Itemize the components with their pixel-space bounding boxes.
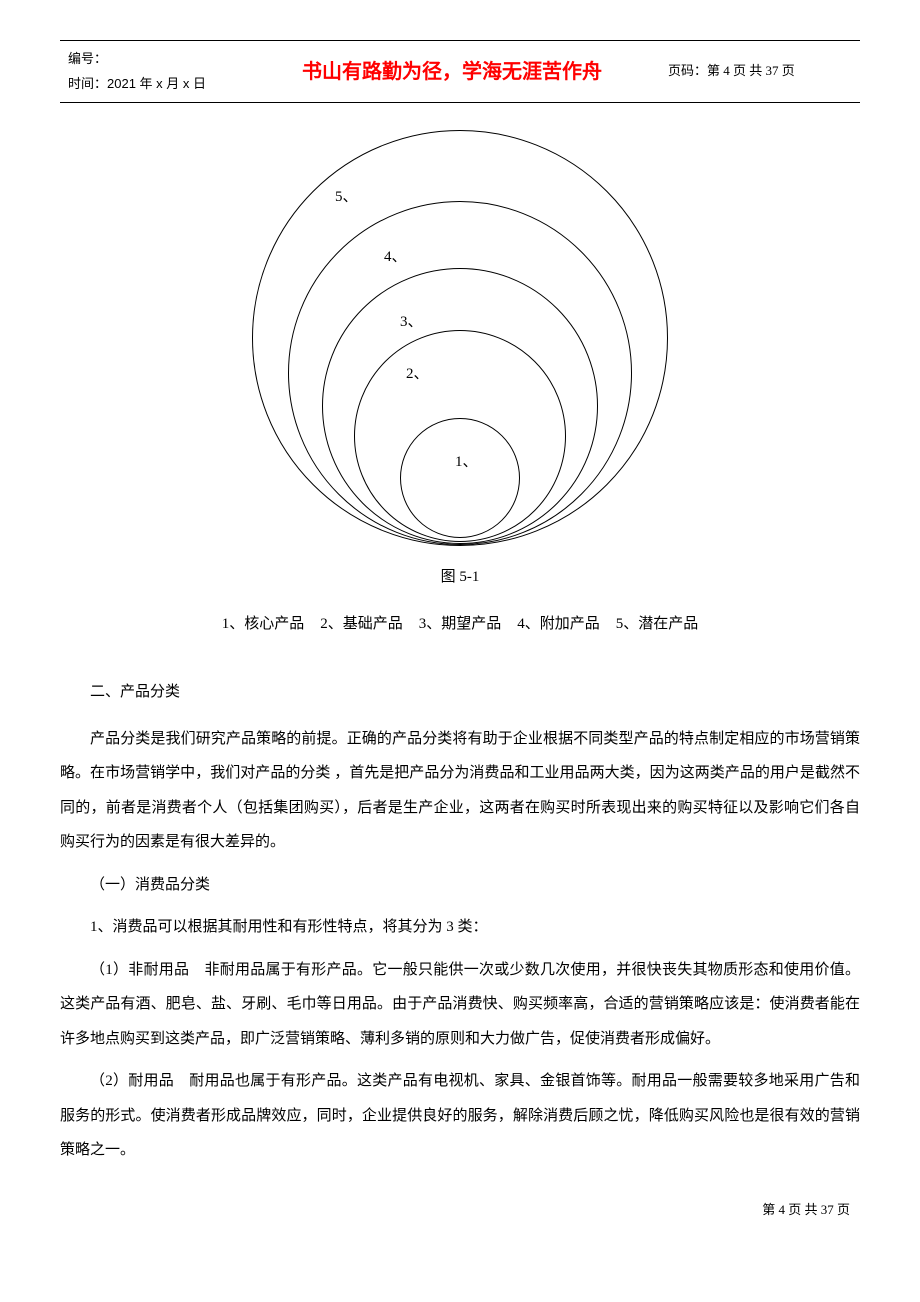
- document-header: 编号： 时间：2021 年 x 月 x 日 书山有路勤为径，学海无涯苦作舟 页码…: [60, 40, 860, 103]
- header-motto: 书山有路勤为径，学海无涯苦作舟: [244, 41, 660, 103]
- header-page: 页码：第 4 页 共 37 页: [660, 41, 860, 103]
- doc-id-label: 编号：: [68, 47, 236, 72]
- section-2-title: 二、产品分类: [60, 678, 860, 707]
- doc-time-label: 时间：2021 年 x 月 x 日: [68, 72, 236, 97]
- diagram-circle-label: 1、: [455, 448, 478, 477]
- legend-item: 4、附加产品: [517, 616, 600, 632]
- body-paragraph: （2）耐用品 耐用品也属于有形产品。这类产品有电视机、家具、金银首饰等。耐用品一…: [60, 1064, 860, 1168]
- diagram-circle-label: 4、: [384, 243, 407, 272]
- legend-item: 2、基础产品: [320, 616, 403, 632]
- legend-item: 5、潜在产品: [616, 616, 699, 632]
- diagram-circle-label: 2、: [406, 360, 429, 389]
- subsection-1-title: （一）消费品分类: [60, 868, 860, 903]
- body-paragraph: （1）非耐用品 非耐用品属于有形产品。它一般只能供一次或少数几次使用，并很快丧失…: [60, 953, 860, 1057]
- diagram-circle-1: [400, 418, 520, 538]
- figure-legend: 1、核心产品 2、基础产品 3、期望产品 4、附加产品 5、潜在产品: [60, 610, 860, 639]
- diagram-circle-label: 3、: [400, 308, 423, 337]
- legend-item: 3、期望产品: [419, 616, 502, 632]
- footer-page-number: 第 4 页 共 37 页: [60, 1198, 860, 1223]
- diagram-circle-label: 5、: [335, 183, 358, 212]
- legend-item: 1、核心产品: [222, 616, 305, 632]
- concentric-circles-diagram: 5、 4、 3、 2、 1、: [230, 128, 690, 548]
- body-paragraph: 1、消费品可以根据其耐用性和有形性特点，将其分为 3 类：: [60, 910, 860, 945]
- body-paragraph: 产品分类是我们研究产品策略的前提。正确的产品分类将有助于企业根据不同类型产品的特…: [60, 722, 860, 860]
- motto-text: 书山有路勤为径，学海无涯苦作舟: [302, 61, 602, 83]
- figure-caption: 图 5-1: [60, 563, 860, 592]
- header-meta: 编号： 时间：2021 年 x 月 x 日: [60, 41, 244, 103]
- page-number-top: 页码：第 4 页 共 37 页: [668, 63, 795, 78]
